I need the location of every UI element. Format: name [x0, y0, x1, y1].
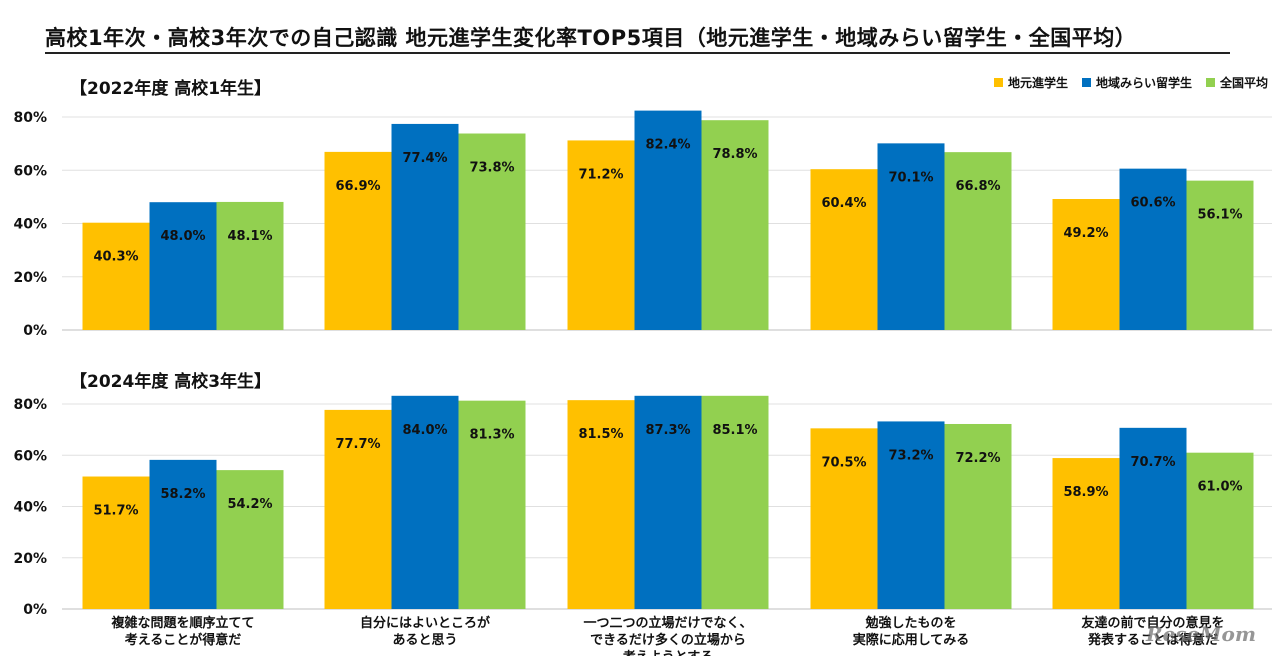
data-label: 61.0%	[1197, 480, 1242, 495]
legend-swatch-national	[1205, 78, 1215, 87]
legend-label-mirai: 地域みらい留学生	[1095, 76, 1192, 90]
bar	[944, 152, 1012, 330]
bar	[324, 409, 392, 609]
data-label: 49.2%	[1063, 226, 1108, 241]
bar	[391, 123, 459, 330]
x-category-label: 一つ二つの立場だけでなく、	[583, 615, 752, 631]
data-label: 82.4%	[645, 138, 690, 153]
y-tick-label: 20%	[13, 270, 47, 286]
x-category-label: 複雑な問題を順序立てて	[110, 615, 254, 631]
legend-label-local: 地元進学生	[1007, 76, 1068, 90]
chart-title: 高校1年次・高校3年次での自己認識 地元進学生変化率TOP5項目（地元進学生・地…	[45, 26, 1137, 50]
bar	[149, 459, 217, 609]
bar	[810, 169, 878, 330]
x-category-label: 自分にはよいところが	[360, 615, 490, 631]
bar	[82, 222, 150, 330]
data-label: 60.4%	[821, 196, 866, 211]
bar	[567, 140, 635, 330]
bar	[877, 421, 945, 609]
legend-item-national: 全国平均	[1205, 74, 1268, 91]
bar	[877, 143, 945, 330]
data-label: 81.3%	[469, 428, 514, 443]
data-label: 54.2%	[227, 497, 272, 512]
bar	[1186, 452, 1254, 609]
x-category-label: あると思う	[392, 633, 457, 648]
x-category-label: 友達の前で自分の意見を	[1081, 615, 1224, 631]
legend-label-national: 全国平均	[1219, 76, 1268, 90]
y-tick-label: 40%	[13, 500, 47, 516]
data-label: 58.9%	[1063, 485, 1108, 500]
data-label: 70.5%	[821, 455, 866, 470]
bar	[149, 202, 217, 330]
y-tick-label: 20%	[13, 551, 47, 567]
data-label: 60.6%	[1130, 196, 1175, 211]
title-underline	[45, 52, 1230, 54]
bar	[324, 151, 392, 330]
bar	[391, 395, 459, 609]
bar	[1052, 199, 1120, 330]
y-tick-label: 60%	[13, 163, 47, 179]
data-label: 73.2%	[888, 448, 933, 463]
data-label: 77.4%	[402, 151, 447, 166]
x-category-label: 考えることが得意だ	[125, 632, 242, 648]
bar	[634, 395, 702, 609]
legend-item-local: 地元進学生	[993, 74, 1068, 91]
y-tick-label: 0%	[23, 602, 47, 618]
data-label: 70.7%	[1130, 455, 1175, 470]
data-label: 40.3%	[93, 250, 138, 265]
y-tick-label: 80%	[13, 110, 47, 126]
x-category-label: できるだけ多くの立場から	[590, 632, 746, 648]
data-label: 71.2%	[578, 167, 623, 182]
data-label: 70.1%	[888, 170, 933, 185]
legend-swatch-local	[993, 78, 1003, 87]
x-category-label: 考えようとする	[623, 649, 714, 656]
bar	[701, 120, 769, 330]
bar	[1186, 180, 1254, 330]
data-label: 72.2%	[955, 451, 1000, 466]
panel-title-2022: 【2022年度 高校1年生】	[70, 79, 272, 99]
data-label: 87.3%	[645, 423, 690, 438]
y-tick-label: 80%	[13, 397, 47, 413]
data-label: 73.8%	[469, 161, 514, 176]
bar	[1052, 458, 1120, 609]
data-label: 51.7%	[93, 504, 138, 519]
x-category-label: 実際に応用してみる	[853, 632, 970, 648]
y-tick-label: 40%	[13, 217, 47, 233]
bar	[458, 133, 526, 330]
bar	[810, 428, 878, 609]
bar	[216, 470, 284, 609]
data-label: 56.1%	[1197, 208, 1242, 223]
y-tick-label: 0%	[23, 323, 47, 339]
data-label: 84.0%	[402, 423, 447, 438]
data-label: 81.5%	[578, 427, 623, 442]
y-tick-label: 60%	[13, 448, 47, 464]
bar	[944, 423, 1012, 609]
bar	[216, 201, 284, 330]
bar	[82, 476, 150, 609]
x-category-label: 勉強したものを	[864, 615, 956, 631]
data-label: 66.9%	[335, 179, 380, 194]
bar	[1119, 427, 1187, 609]
data-label: 48.0%	[160, 229, 205, 244]
data-label: 77.7%	[335, 437, 380, 452]
x-category-label: 発表することは得意だ	[1087, 632, 1218, 648]
panel-title-2024: 【2024年度 高校3年生】	[70, 372, 272, 392]
bar	[567, 400, 635, 609]
legend-swatch-mirai	[1081, 78, 1091, 87]
bar	[458, 400, 526, 609]
data-label: 85.1%	[712, 423, 757, 438]
data-label: 58.2%	[160, 487, 205, 502]
bar	[1119, 168, 1187, 330]
legend-item-mirai: 地域みらい留学生	[1081, 74, 1192, 91]
watermark-logo: ReseMom	[1146, 622, 1256, 646]
legend: 地元進学生 地域みらい留学生 全国平均	[993, 74, 1268, 91]
data-label: 78.8%	[712, 147, 757, 162]
bar	[634, 110, 702, 330]
bar	[701, 395, 769, 609]
data-label: 48.1%	[227, 229, 272, 244]
data-label: 66.8%	[955, 179, 1000, 194]
